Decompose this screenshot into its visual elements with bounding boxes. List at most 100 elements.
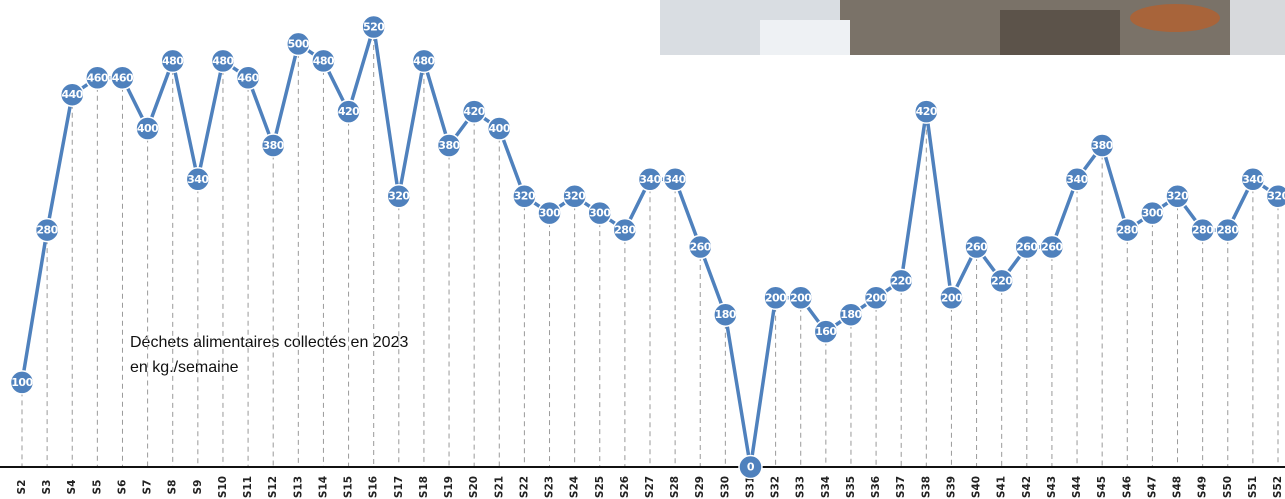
point-marker: [738, 454, 763, 480]
x-tick-label: S27: [644, 476, 656, 498]
x-tick-label: S9: [192, 480, 204, 495]
data-label: 480: [162, 54, 184, 67]
point-marker: [436, 133, 462, 158]
data-label: 200: [765, 291, 787, 304]
x-tick-label: S13: [292, 476, 304, 498]
point-marker: [160, 48, 185, 74]
x-tick-label: S25: [594, 476, 606, 498]
data-label: 300: [539, 207, 561, 220]
point-marker: [34, 217, 60, 243]
drop-lines: [21, 27, 1279, 467]
x-tick-label: S51: [1247, 476, 1259, 498]
point-marker: [386, 183, 412, 209]
x-tick-label: S6: [116, 480, 128, 495]
point-marker: [612, 217, 638, 243]
point-marker: [260, 133, 286, 158]
point-marker: [512, 183, 537, 209]
x-tick-label: S26: [619, 476, 631, 498]
x-tick-label: S19: [443, 476, 455, 498]
point-marker: [185, 167, 211, 192]
data-label: 180: [840, 308, 862, 321]
point-marker: [1115, 217, 1140, 243]
x-tick-label: S45: [1096, 476, 1108, 498]
point-marker: [487, 116, 512, 141]
data-label: 180: [715, 308, 737, 321]
data-label: 420: [338, 105, 360, 118]
x-tick-label: S29: [694, 476, 706, 498]
data-label: 340: [187, 173, 209, 186]
data-label: 340: [1066, 173, 1088, 186]
point-marker: [1215, 217, 1241, 243]
point-marker: [361, 14, 386, 40]
point-marker: [1064, 167, 1090, 192]
point-marker: [85, 65, 110, 91]
x-tick-label: S20: [468, 476, 480, 498]
point-marker: [587, 200, 613, 226]
data-label: 380: [262, 139, 284, 152]
x-tick-label: S50: [1222, 476, 1234, 498]
point-marker: [1039, 234, 1065, 260]
x-tick-label: S11: [242, 476, 254, 498]
x-tick-label: S22: [518, 476, 530, 498]
point-marker: [336, 99, 361, 124]
data-label: 300: [589, 207, 611, 220]
point-marker: [210, 48, 236, 74]
x-tick-label: S34: [820, 476, 832, 498]
data-label: 260: [966, 241, 988, 254]
data-label: 260: [1016, 241, 1038, 254]
point-marker: [562, 183, 587, 209]
x-tick-label: S28: [669, 476, 681, 498]
point-marker: [1165, 183, 1190, 209]
data-label: 500: [288, 37, 310, 50]
x-tick-label: S42: [1021, 476, 1033, 498]
x-tick-label: S10: [217, 476, 229, 498]
point-marker: [989, 268, 1014, 294]
data-label: 340: [639, 173, 661, 186]
point-marker: [888, 268, 914, 294]
point-marker: [964, 234, 989, 260]
x-tick-label: S23: [544, 476, 556, 498]
x-tick-label: S7: [142, 480, 154, 495]
data-label: 460: [87, 71, 109, 84]
point-marker: [9, 370, 35, 395]
point-marker: [763, 285, 788, 311]
data-label: 200: [865, 291, 887, 304]
point-marker: [939, 285, 964, 311]
data-label: 480: [413, 54, 435, 67]
x-tick-label: S18: [418, 476, 430, 498]
point-marker: [713, 302, 738, 327]
point-marker: [1190, 217, 1215, 243]
x-tick-label: S38: [920, 476, 932, 498]
x-tick-label: S32: [770, 476, 782, 498]
point-marker: [1265, 183, 1285, 209]
data-label: 160: [815, 325, 837, 338]
data-label: 280: [36, 224, 58, 237]
point-marker: [788, 285, 813, 311]
x-tick-label: S44: [1071, 476, 1083, 498]
data-label: 320: [388, 190, 410, 203]
data-label: 460: [237, 71, 259, 84]
point-marker: [863, 285, 889, 311]
point-marker: [135, 116, 160, 141]
data-label: 480: [212, 54, 234, 67]
x-tick-label: S43: [1046, 476, 1058, 498]
data-label: 220: [991, 274, 1013, 287]
point-marker: [1014, 234, 1040, 260]
x-tick-label: S16: [368, 476, 380, 498]
x-tick-label: S21: [493, 476, 505, 498]
point-marker: [537, 200, 562, 226]
data-label: 280: [1192, 224, 1214, 237]
data-label: 400: [489, 122, 511, 135]
point-marker: [662, 167, 688, 192]
data-label: 320: [1167, 190, 1189, 203]
x-tick-label: S35: [845, 476, 857, 498]
annotation: Déchets alimentaires collectés en 2023: [130, 334, 408, 351]
x-tick-label: S15: [343, 476, 355, 498]
x-tick-label: S2: [16, 480, 28, 495]
point-marker: [1240, 167, 1266, 192]
data-label: 520: [363, 21, 385, 34]
data-label: 200: [941, 291, 963, 304]
x-tick-label: S33: [795, 476, 807, 498]
x-tick-label: S5: [91, 480, 103, 495]
